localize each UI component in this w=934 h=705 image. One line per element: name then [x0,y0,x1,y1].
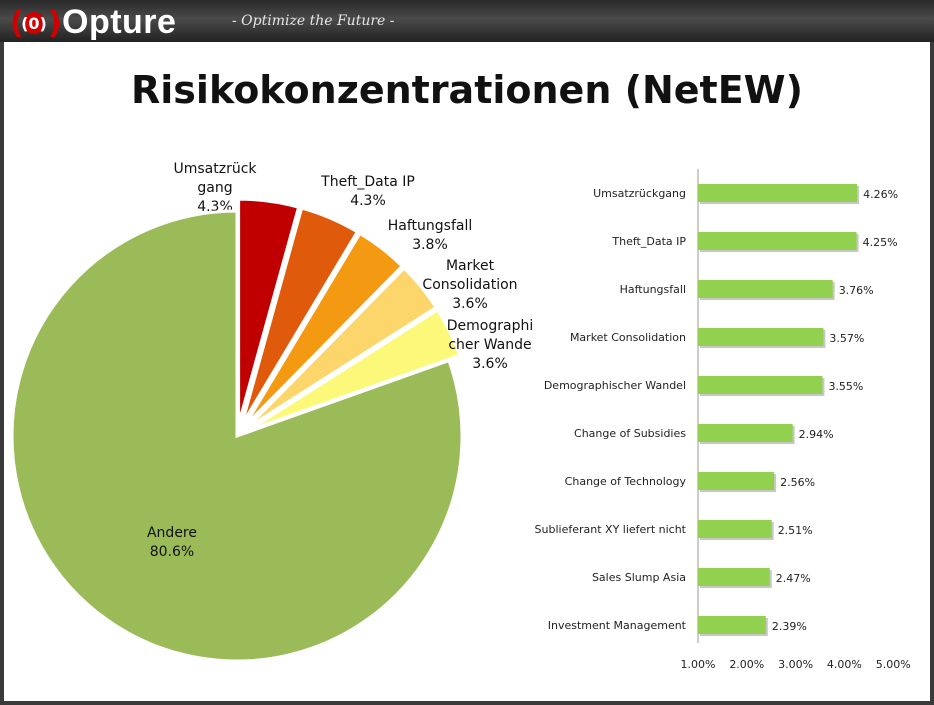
bar-category-label: Theft_Data IP [611,235,686,248]
pie-slice [246,307,462,433]
bar-value-label: 2.56% [780,476,815,489]
pie-slice-label: Andere [147,525,197,541]
brand-name: Opture [62,3,177,41]
bar-category-label: Umsatzrückgang [593,187,686,200]
bar-category-label: Change of Subsidies [574,427,686,440]
bar [698,232,857,250]
bar [698,472,775,490]
pie-slice-label: Theft_Data IP [320,174,415,190]
pie-slice-label: 3.6% [452,296,488,312]
pie-slice [245,265,439,430]
x-tick-label: 1.00% [681,658,716,671]
bar-category-label: Sales Slump Asia [592,571,686,584]
pie-slice [10,209,464,663]
bar [698,520,772,538]
bar-chart: Umsatzrückgang 4.26% Theft_Data IP 4.25% Haf… [535,169,911,671]
x-tick-label: 3.00% [778,658,813,671]
bar-value-label: 4.25% [863,236,898,249]
bar [698,280,833,298]
pie-slice-label: 3.6% [472,356,508,372]
pie-slice-label: Umsatzrück [173,161,257,177]
svg-text:): ) [48,6,60,38]
x-tick-label: 4.00% [827,658,862,671]
pie-slice-label: gang [197,180,232,196]
bar-value-label: 3.57% [829,332,864,345]
bar-value-label: 4.26% [863,188,898,201]
bar-value-label: 2.51% [778,524,813,537]
bar [698,328,824,346]
pie-slice-label: Market [446,258,495,274]
logo-mark-text: (0) [21,14,47,33]
pie-slice [240,206,360,426]
bar-value-label: 3.76% [839,284,874,297]
pie-slice-label: Demographi [447,318,533,334]
opture-logo-icon: ( (0) ) [10,6,60,38]
pie-slice-label: Haftungsfall [388,218,473,234]
bar-category-label: Change of Technology [565,475,687,488]
x-tick-label: 5.00% [876,658,911,671]
x-tick-label: 2.00% [729,658,764,671]
svg-text:(: ( [10,6,24,38]
bar-value-label: 3.55% [828,380,863,393]
bar-category-label: Investment Management [548,619,687,632]
pie-slice-label: Consolidation [422,277,517,293]
bar-value-label: 2.94% [799,428,834,441]
pie-slice-label: 3.8% [412,237,448,253]
slide-border-left [0,42,4,705]
bar-category-label: Market Consolidation [570,331,686,344]
slide-border-right [930,42,934,705]
bar [698,568,770,586]
slide-border-bottom [0,701,934,705]
bar [698,424,793,442]
bar [698,184,858,202]
bar-category-label: Demographischer Wandel [544,379,686,392]
bar-category-label: Haftungsfall [620,283,686,296]
bar-value-label: 2.47% [776,572,811,585]
bar-value-label: 2.39% [772,620,807,633]
pie-slice [237,197,301,425]
bar-category-label: Sublieferant XY liefert nicht [535,523,687,536]
tagline: - Optimize the Future - [232,13,395,29]
header-bar: ( (0) ) Opture - Optimize the Future - [0,0,934,42]
pie-slice [243,231,405,428]
pie-slice-label: 4.3% [350,193,386,209]
pie-slice-label: cher Wande [448,337,531,353]
pie-slice-label: 80.6% [150,544,194,560]
slide-title: Risikokonzentrationen (NetEW) [131,68,803,112]
bar [698,376,823,394]
bar [698,616,766,634]
